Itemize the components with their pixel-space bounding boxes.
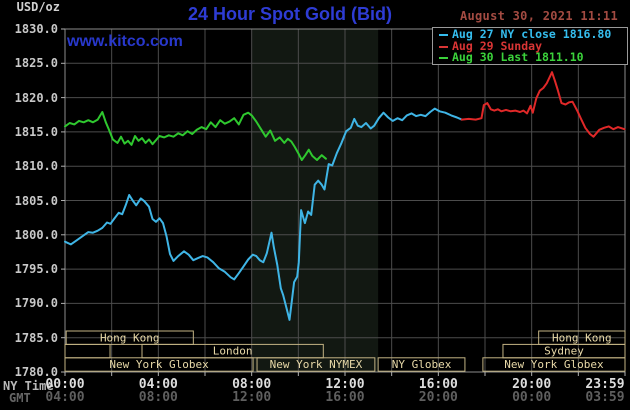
ny-time-tick-label: 23:59: [585, 377, 625, 392]
gmt-tick-label: 03:59: [585, 390, 625, 405]
timestamp: August 30, 2021 11:11: [459, 9, 618, 23]
session-label: Hong Kong: [100, 331, 160, 344]
kitco-watermark: www.kitco.com: [67, 33, 183, 50]
legend-label: Aug 27 NY close 1816.80: [452, 27, 612, 41]
legend-label: Aug 29 Sunday: [452, 38, 543, 53]
gmt-tick-label: 08:00: [138, 390, 178, 405]
chart-title: 24 Hour Spot Gold (Bid): [188, 4, 392, 24]
y-axis-tick-label: 1825.0: [14, 56, 58, 71]
session-box: [482, 357, 626, 372]
gmt-tick-label: 16:00: [325, 390, 365, 405]
ny-time-tick-label: 12:00: [325, 377, 365, 392]
y-axis-tick-label: 1795.0: [14, 262, 58, 277]
ny-time-axis-label: NY Time: [3, 379, 54, 393]
session-label: Sydney: [544, 345, 584, 358]
price-line-0: [64, 107, 463, 321]
session-label: New York Globex: [504, 358, 604, 371]
legend-dash-icon: [439, 45, 448, 48]
session-box: [64, 343, 111, 359]
y-axis-unit-label: USD/oz: [16, 0, 60, 14]
price-line-2: [64, 111, 327, 161]
price-line-1: [460, 71, 626, 138]
session-box: [377, 357, 466, 372]
y-axis-tick-label: 1830.0: [14, 22, 58, 36]
gmt-tick-label: 04:00: [45, 390, 85, 405]
y-axis-tick-label: 1810.0: [14, 159, 58, 174]
legend: Aug 27 NY close 1816.80 Aug 29 Sunday Aug …: [432, 27, 628, 65]
session-label: Hong Kong: [552, 331, 612, 344]
legend-item: Aug 27 NY close 1816.80: [433, 27, 627, 41]
session-label: NY Globex: [392, 358, 452, 371]
session-box: [64, 357, 254, 372]
gmt-tick-label: 12:00: [232, 390, 272, 405]
legend-item: Aug 30 Last 1811.10: [433, 52, 627, 64]
legend-dash-icon: [439, 34, 448, 36]
legend-label: Aug 30 Last 1811.10: [452, 50, 584, 65]
y-axis-tick-label: 1780.0: [14, 365, 58, 379]
y-axis-tick-label: 1820.0: [14, 90, 58, 105]
y-axis-tick-label: 1815.0: [14, 124, 58, 139]
session-box: [65, 330, 194, 345]
legend-dash-icon: [439, 57, 448, 60]
y-axis-tick-label: 1805.0: [14, 193, 58, 208]
legend-item: Aug 29 Sunday: [433, 38, 627, 53]
gmt-tick-label: 00:00: [512, 390, 552, 405]
y-axis-tick-label: 1785.0: [14, 330, 58, 345]
session-label: London: [213, 345, 253, 358]
gmt-tick-label: 20:00: [418, 390, 458, 405]
session-label: New York Globex: [109, 358, 209, 371]
ny-time-tick-label: 16:00: [418, 377, 458, 392]
ny-time-tick-label: 00:00: [45, 377, 85, 392]
ny-time-tick-label: 08:00: [232, 377, 272, 392]
y-axis-tick-label: 1800.0: [14, 227, 58, 242]
y-axis-tick-label: 1790.0: [14, 296, 58, 311]
ny-time-tick-label: 20:00: [512, 377, 552, 392]
session-box: [256, 357, 376, 372]
session-label: New York NYMEX: [270, 358, 363, 371]
ny-time-tick-label: 04:00: [138, 377, 178, 392]
gmt-axis-label: GMT: [9, 391, 31, 405]
